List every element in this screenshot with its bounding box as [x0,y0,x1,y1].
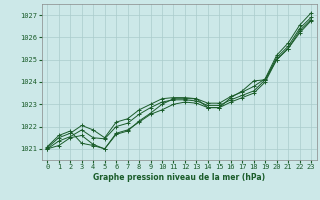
X-axis label: Graphe pression niveau de la mer (hPa): Graphe pression niveau de la mer (hPa) [93,173,265,182]
